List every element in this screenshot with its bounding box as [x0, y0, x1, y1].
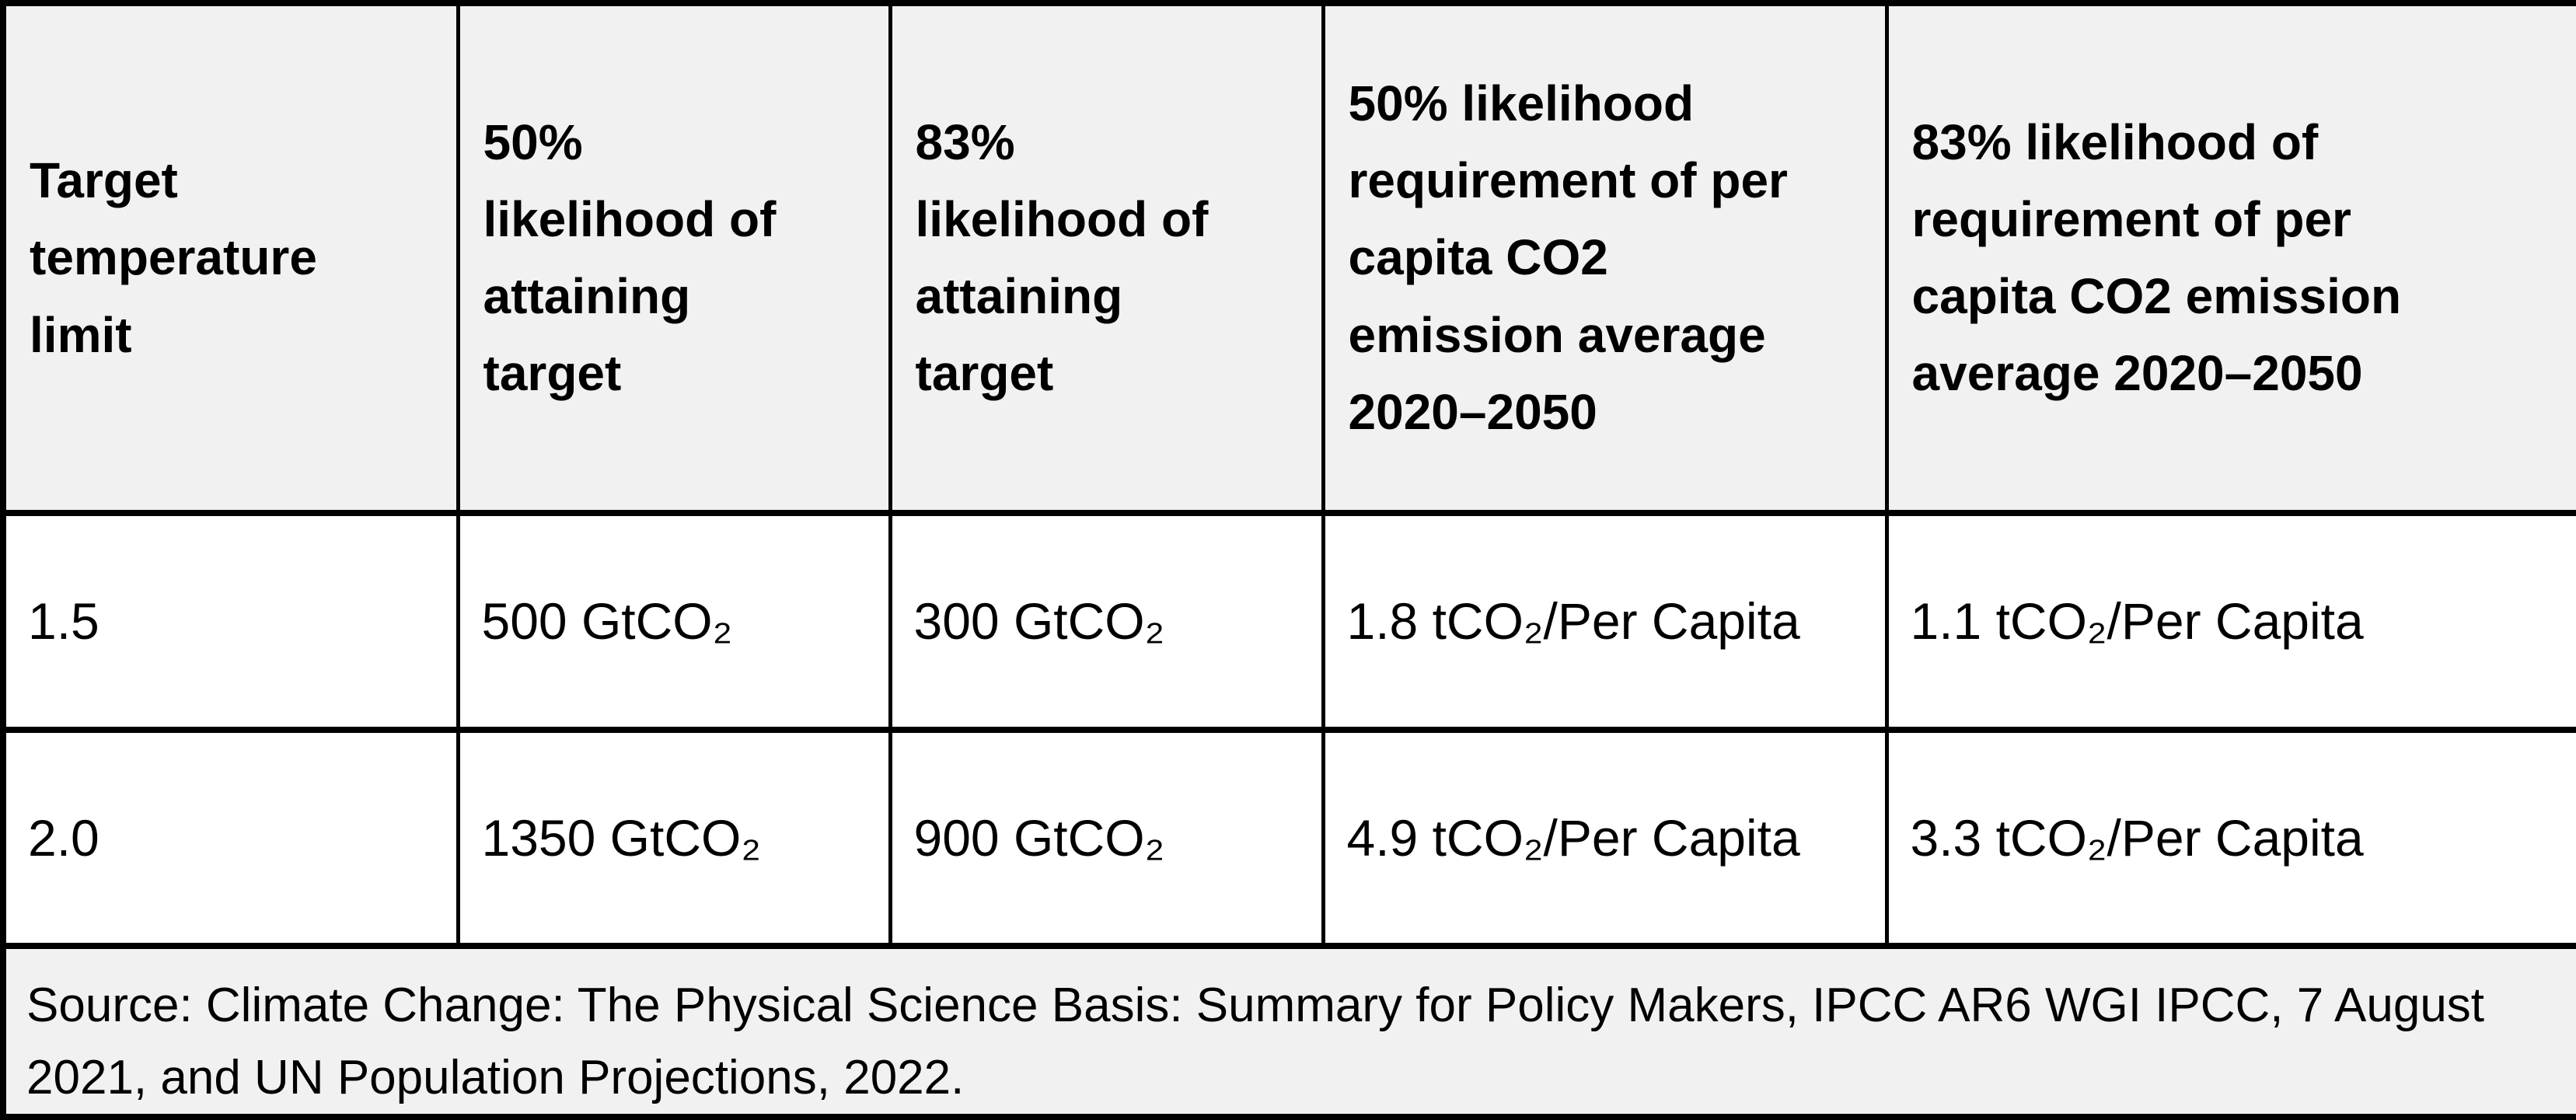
- table-row-2-0-degrees: 2.0 1350 GtCO₂ 900 GtCO₂ 4.9 tCO₂/Per Ca…: [1, 726, 2576, 949]
- cell-budget-50pct-2-0: 1350 GtCO₂: [456, 726, 892, 949]
- table-footer: Source: Climate Change: The Physical Sci…: [1, 943, 2576, 1120]
- header-row: Target temperature limit 50% likelihood …: [1, 0, 2576, 516]
- cell-per-capita-50pct-2-0: 4.9 tCO₂/Per Capita: [1321, 726, 1889, 949]
- cell-per-capita-83pct-1-5: 1.1 tCO₂/Per Capita: [1884, 510, 2576, 733]
- cell-per-capita-83pct-2-0: 3.3 tCO₂/Per Capita: [1884, 726, 2576, 949]
- header-cell-target-temperature-limit: Target temperature limit: [1, 0, 460, 516]
- cell-budget-50pct-1-5: 500 GtCO₂: [456, 510, 892, 733]
- table-row-1-5-degrees: 1.5 500 GtCO₂ 300 GtCO₂ 1.8 tCO₂/Per Cap…: [1, 510, 2576, 733]
- cell-temperature-limit-1-5: 1.5: [1, 510, 460, 733]
- header-cell-83pct-per-capita-requirement: 83% likelihood of requirement of per cap…: [1884, 0, 2576, 516]
- cell-budget-83pct-2-0: 900 GtCO₂: [888, 726, 1325, 949]
- cell-temperature-limit-2-0: 2.0: [1, 726, 460, 949]
- header-cell-50pct-likelihood-attaining: 50% likelihood of attaining target: [456, 0, 892, 516]
- cell-per-capita-50pct-1-5: 1.8 tCO₂/Per Capita: [1321, 510, 1889, 733]
- source-note: Source: Climate Change: The Physical Sci…: [1, 943, 2576, 1120]
- table-body: 1.5 500 GtCO₂ 300 GtCO₂ 1.8 tCO₂/Per Cap…: [1, 510, 2576, 949]
- source-row: Source: Climate Change: The Physical Sci…: [1, 943, 2576, 1120]
- header-cell-83pct-likelihood-attaining: 83% likelihood of attaining target: [888, 0, 1325, 516]
- header-cell-50pct-per-capita-requirement: 50% likelihood requirement of per capita…: [1321, 0, 1889, 516]
- table-header: Target temperature limit 50% likelihood …: [1, 0, 2576, 516]
- cell-budget-83pct-1-5: 300 GtCO₂: [888, 510, 1325, 733]
